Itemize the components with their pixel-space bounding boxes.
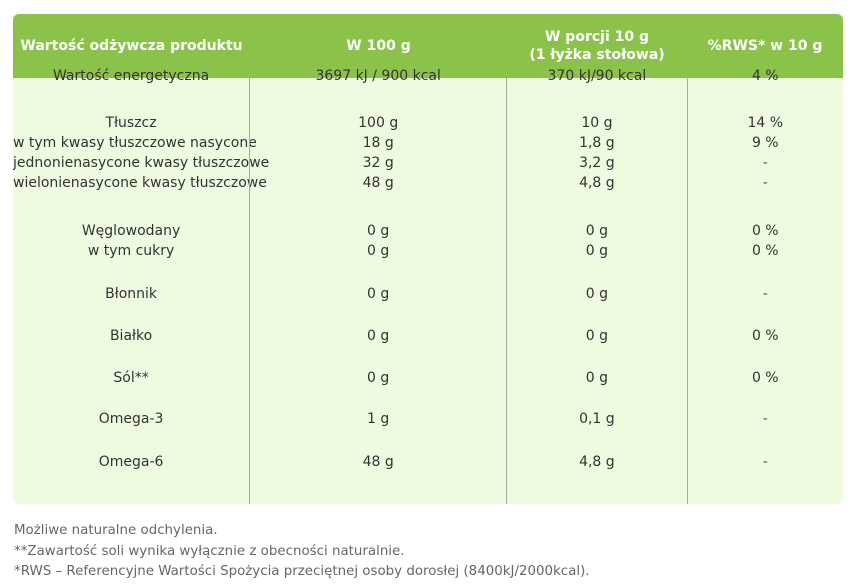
row-label: Omega-3 [98,411,164,427]
row-rws: - [762,175,768,191]
row-label: wielonienasycone kwasy tłuszczowe [13,175,267,191]
row-rws: 0 % [751,328,779,344]
footnote: Możliwe naturalne odchylenia. [14,523,218,538]
header-per-portion-line1: W porcji 10 g [544,29,649,45]
row-per-100g: 48 g [362,454,394,470]
row-rws: 0 % [751,243,779,259]
row-per-100g: 1 g [367,411,390,427]
row-per-100g: 100 g [358,115,399,131]
header-per-portion: W porcji 10 g (1 łyżka stołowa) [507,14,687,78]
row-per-portion: 0 g [585,370,609,386]
column-per-portion: 370 kJ/90 kcal 10 g 1,8 g 3,2 g 4,8 g 0 … [506,68,686,504]
row-per-portion: 0 g [585,243,609,259]
row-rws: - [762,286,768,302]
row-rws: 0 % [751,223,779,239]
row-rws: - [762,454,768,470]
row-label: Sól** [113,370,149,386]
row-per-100g: 0 g [367,328,390,344]
row-label: Białko [109,328,153,344]
row-per-portion: 370 kJ/90 kcal [547,68,647,84]
header-per-portion-line2: (1 łyżka stołowa) [529,47,665,63]
row-label: Omega-6 [98,454,164,470]
row-per-portion: 4,8 g [579,454,615,470]
row-per-100g: 48 g [362,175,394,191]
footnote: **Zawartość soli wynika wyłącznie z obec… [14,543,405,559]
footnote: *RWS – Referencyjne Wartości Spożycia pr… [14,564,590,579]
header-per-100g: W 100 g [346,38,411,54]
row-label: Wartość energetyczna [52,68,210,84]
row-per-100g: 0 g [367,223,390,239]
row-per-portion: 10 g [581,115,613,131]
row-rws: 4 % [751,68,779,84]
row-label: Błonnik [105,286,158,302]
table-header: Wartość odżywcza produktu W 100 g W porc… [13,14,843,78]
row-per-100g: 0 g [367,286,390,302]
row-per-100g: 18 g [362,135,394,151]
row-rws: 14 % [747,115,784,131]
row-per-100g: 32 g [362,155,394,171]
footnotes: Możliwe naturalne odchylenia. **Zawartoś… [14,521,590,583]
row-per-portion: 0,1 g [579,411,615,427]
row-rws: 9 % [751,135,779,151]
row-per-100g: 3697 kJ / 900 kcal [315,68,441,84]
row-per-portion: 0 g [585,223,609,239]
nutrition-table: Wartość odżywcza produktu W 100 g W porc… [13,14,843,504]
row-label: Węglowodany [81,223,181,239]
header-rws: %RWS* w 10 g [707,38,823,54]
row-label: w tym cukry [87,243,175,259]
header-nutrient: Wartość odżywcza produktu [20,38,243,54]
row-label: w tym kwasy tłuszczowe nasycone [13,135,257,151]
row-per-portion: 0 g [585,286,609,302]
table-body: Wartość energetyczna Tłuszcz w tym kwasy… [13,68,843,504]
row-label: Tłuszcz [105,115,157,131]
row-label: jednonienasycone kwasy tłuszczowe [13,155,270,171]
row-per-portion: 4,8 g [579,175,615,191]
row-per-portion: 0 g [585,328,609,344]
row-rws: - [762,411,768,427]
row-per-100g: 0 g [367,370,390,386]
row-rws: 0 % [751,370,779,386]
row-per-portion: 1,8 g [579,135,615,151]
column-per-100g: 3697 kJ / 900 kcal 100 g 18 g 32 g 48 g … [249,68,506,504]
column-rws: 4 % 14 % 9 % - - 0 % 0 % - 0 % 0 % - - [686,68,843,504]
row-rws: - [762,155,768,171]
column-nutrient: Wartość energetyczna Tłuszcz w tym kwasy… [13,68,270,504]
row-per-100g: 0 g [367,243,390,259]
row-per-portion: 3,2 g [579,155,615,171]
